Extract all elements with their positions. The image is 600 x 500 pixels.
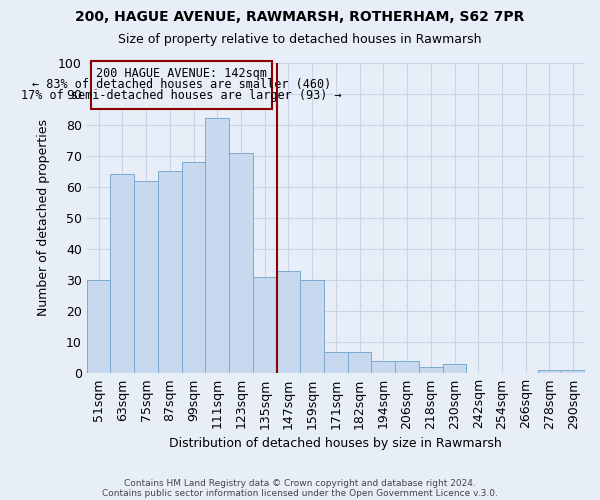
Bar (182, 162, 205, 374)
Bar (443, 364, 466, 374)
Text: Contains public sector information licensed under the Open Government Licence v.: Contains public sector information licen… (102, 488, 498, 498)
Bar (134, 180, 158, 374)
Bar (205, 118, 229, 374)
X-axis label: Distribution of detached houses by size in Rawmarsh: Distribution of detached houses by size … (169, 437, 502, 450)
Bar (324, 352, 348, 374)
Bar (277, 270, 300, 374)
Bar (110, 174, 134, 374)
Bar (158, 172, 182, 374)
Text: 17% of semi-detached houses are larger (93) →: 17% of semi-detached houses are larger (… (22, 89, 342, 102)
Bar (253, 277, 277, 374)
Bar (229, 152, 253, 374)
Bar (371, 361, 395, 374)
Bar (538, 370, 561, 374)
Bar (91, 61, 272, 109)
Text: ← 83% of detached houses are smaller (460): ← 83% of detached houses are smaller (46… (32, 78, 331, 91)
Bar (348, 352, 371, 374)
Text: Contains HM Land Registry data © Crown copyright and database right 2024.: Contains HM Land Registry data © Crown c… (124, 478, 476, 488)
Text: 200 HAGUE AVENUE: 142sqm: 200 HAGUE AVENUE: 142sqm (96, 67, 267, 80)
Bar (87, 280, 110, 374)
Y-axis label: Number of detached properties: Number of detached properties (37, 120, 50, 316)
Bar (300, 280, 324, 374)
Text: 200, HAGUE AVENUE, RAWMARSH, ROTHERHAM, S62 7PR: 200, HAGUE AVENUE, RAWMARSH, ROTHERHAM, … (76, 10, 524, 24)
Text: Size of property relative to detached houses in Rawmarsh: Size of property relative to detached ho… (118, 32, 482, 46)
Bar (419, 367, 443, 374)
Bar (395, 361, 419, 374)
Bar (561, 370, 585, 374)
